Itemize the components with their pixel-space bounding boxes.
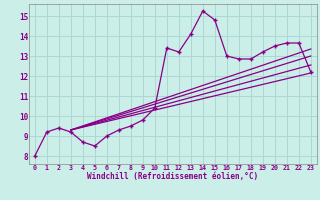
X-axis label: Windchill (Refroidissement éolien,°C): Windchill (Refroidissement éolien,°C) — [87, 172, 258, 181]
